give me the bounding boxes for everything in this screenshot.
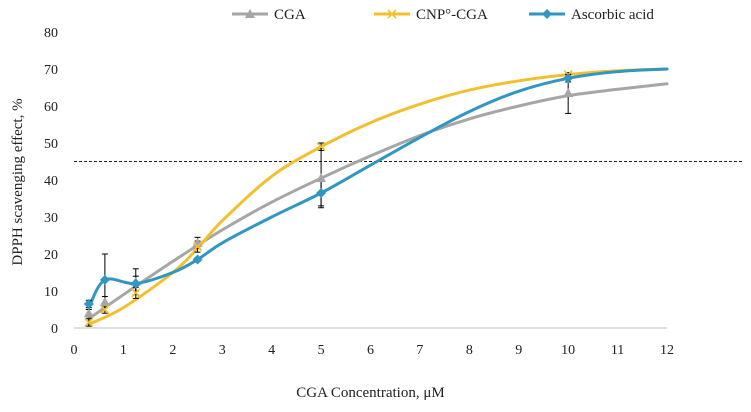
y-tick-label: 10 (44, 285, 58, 300)
data-point-cnp-cga (192, 242, 203, 252)
x-axis-title: CGA Concentration, μM (296, 385, 444, 401)
x-tick-label: 7 (416, 343, 423, 358)
x-tick-label: 9 (515, 343, 522, 358)
series-line-ascorbic-acid (87, 67, 669, 310)
data-point-ascorbic-acid (563, 73, 574, 84)
y-axis-title: DPPH scavenging effect, % (10, 98, 26, 265)
data-point-cga (83, 308, 94, 318)
data-point-cnp-cga-stroke (316, 142, 326, 152)
legend-swatch-marker (245, 9, 255, 18)
y-tick-label: 40 (44, 174, 58, 189)
y-tick-label: 20 (44, 248, 58, 263)
x-tick-label: 1 (120, 343, 127, 358)
x-tick-label: 3 (219, 343, 226, 358)
data-point-cnp-cga (100, 304, 110, 315)
data-point-cga (99, 297, 110, 307)
data-point-ascorbic-acid (130, 278, 141, 289)
data-point-cnp-cga-stroke (100, 304, 110, 315)
x-tick-label: 12 (660, 343, 674, 358)
data-point-cnp-cga-stroke (84, 317, 94, 328)
y-tick-label: 50 (44, 137, 58, 152)
legend-item-cga: CGA (232, 7, 306, 23)
x-tick-label: 5 (318, 343, 325, 358)
legend: CGA CNP°-CGA Ascorbic acid (232, 7, 654, 23)
x-tick-label: 10 (561, 343, 575, 358)
markers-layer (83, 69, 574, 328)
data-point-ascorbic-acid (316, 187, 327, 198)
legend-swatch-marker (542, 9, 552, 19)
curves-layer (87, 67, 669, 326)
series-line-cnp-cga (87, 67, 669, 326)
data-point-cga (316, 173, 327, 183)
y-tick-labels: 0 10 20 30 40 50 60 70 80 (44, 26, 58, 337)
x-tick-label: 8 (466, 343, 473, 358)
legend-label: CGA (274, 7, 306, 23)
data-point-cnp-cga (131, 288, 141, 298)
y-tick-label: 0 (51, 322, 58, 337)
data-point-ascorbic-acid (99, 274, 110, 285)
data-point-ascorbic-acid (83, 298, 94, 309)
legend-item-ascorbic-acid: Ascorbic acid (529, 7, 654, 23)
x-tick-label: 2 (169, 343, 176, 358)
legend-swatch-marker (387, 9, 397, 19)
data-point-cnp-cga (84, 317, 94, 328)
legend-label: CNP°-CGA (416, 7, 488, 23)
x-tick-label: 6 (367, 343, 374, 358)
data-point-cnp-cga (316, 142, 326, 152)
legend-swatch-marker-stroke (387, 9, 397, 19)
x-tick-label: 4 (268, 343, 275, 358)
legend-item-cnp-cga: CNP°-CGA (374, 7, 488, 23)
data-point-cnp-cga-stroke (192, 242, 203, 252)
data-point-ascorbic-acid (192, 254, 203, 265)
y-tick-label: 70 (44, 63, 58, 78)
data-point-cga (563, 88, 574, 98)
x-tick-labels: 0 1 2 3 4 5 6 7 8 9 10 11 12 (71, 343, 675, 358)
y-tick-label: 60 (44, 100, 58, 115)
x-tick-label: 11 (611, 343, 624, 358)
legend-label: Ascorbic acid (571, 7, 654, 23)
x-tick-label: 0 (71, 343, 78, 358)
data-point-cnp-cga-stroke (131, 288, 141, 298)
y-tick-label: 30 (44, 211, 58, 226)
y-tick-label: 80 (44, 26, 58, 41)
